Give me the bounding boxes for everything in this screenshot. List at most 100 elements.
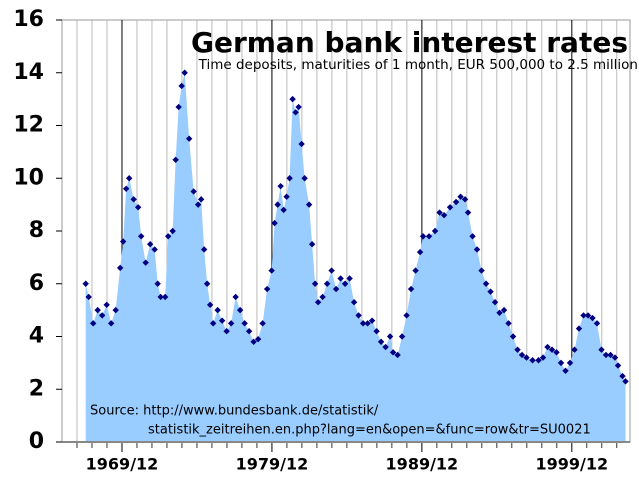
data-point: [154, 280, 161, 287]
data-point: [548, 346, 556, 353]
source-line: Source: http://www.bundesbank.de/statist…: [90, 404, 379, 419]
data-point: [197, 196, 205, 203]
area: [85, 72, 626, 442]
data-point: [232, 293, 239, 301]
data-point: [286, 175, 293, 182]
data-point: [487, 288, 494, 295]
y-tick-label: 10: [13, 165, 44, 190]
data-point: [580, 312, 587, 319]
data-point: [298, 140, 305, 148]
data-point: [185, 135, 193, 142]
data-point: [419, 233, 427, 240]
data-point: [245, 328, 253, 335]
data-point: [319, 293, 326, 301]
data-point: [103, 301, 110, 309]
data-point: [373, 328, 380, 335]
data-point: [341, 280, 349, 287]
y-tick-label: 14: [13, 60, 44, 85]
data-point: [607, 351, 614, 359]
data-point: [364, 320, 371, 327]
data-point: [218, 317, 226, 324]
data-point: [236, 306, 244, 314]
data-point: [223, 328, 230, 335]
data-point: [268, 267, 275, 274]
data-point: [518, 351, 526, 359]
data-point: [301, 175, 308, 182]
data-point: [175, 103, 182, 111]
data-point: [571, 346, 578, 353]
data-point: [227, 320, 235, 327]
data-point: [566, 359, 574, 367]
data-point: [473, 246, 481, 253]
data-point: [457, 193, 464, 200]
data-point: [146, 240, 154, 248]
data-point: [389, 349, 397, 356]
data-point: [350, 299, 358, 306]
data-point: [314, 299, 322, 306]
y-tick-label: 0: [29, 429, 44, 454]
data-point: [203, 280, 211, 287]
data-point: [151, 246, 158, 253]
data-point: [535, 357, 542, 364]
data-point: [161, 293, 169, 301]
x-tick-label: 1979/12: [236, 455, 309, 474]
data-point: [142, 259, 149, 266]
data-point: [181, 69, 188, 76]
x-tick-label: 1969/12: [86, 455, 159, 474]
data-point: [593, 320, 601, 327]
data-point: [446, 204, 454, 211]
data-point: [553, 349, 560, 356]
data-point: [295, 103, 302, 111]
data-point: [311, 280, 319, 287]
data-point: [332, 285, 340, 293]
data-point: [116, 264, 124, 272]
data-point: [544, 343, 551, 351]
data-point: [250, 338, 257, 345]
data-point: [509, 333, 517, 340]
plot: [62, 69, 630, 443]
data-point: [575, 325, 583, 332]
data-point: [206, 301, 214, 309]
data-point: [491, 299, 499, 306]
data-point: [172, 156, 179, 163]
data-point: [496, 309, 503, 316]
data-point: [584, 312, 592, 319]
data-point: [557, 359, 565, 367]
data-point: [194, 201, 202, 208]
data-point: [529, 357, 536, 364]
data-point: [337, 275, 344, 282]
x-tick-label: 1999/12: [536, 455, 609, 474]
data-point: [431, 227, 439, 235]
data-point: [274, 201, 281, 208]
data-point: [478, 267, 485, 274]
data-point: [289, 95, 296, 103]
y-tick-label: 8: [29, 218, 44, 243]
data-point: [94, 306, 101, 314]
data-point: [368, 317, 376, 324]
data-point: [271, 219, 278, 227]
data-point: [85, 293, 92, 301]
data-point: [157, 293, 164, 301]
data-point: [178, 82, 185, 90]
data-point: [382, 343, 389, 351]
data-point: [425, 233, 433, 240]
y-tick-label: 12: [13, 113, 44, 138]
data-point: [263, 285, 271, 293]
data-point: [190, 188, 197, 195]
chart-subtitle: Time deposits, maturities of 1 month, EU…: [198, 57, 638, 73]
data-point: [619, 372, 626, 380]
data-point: [280, 206, 287, 214]
data-point: [602, 351, 610, 359]
source-line: statistik_zeitreihen.en.php?lang=en&open…: [148, 423, 591, 438]
data-point: [452, 198, 460, 206]
data-point: [469, 233, 476, 240]
data-point: [130, 196, 137, 203]
data-point: [112, 306, 119, 314]
data-point: [122, 185, 130, 192]
data-point: [254, 335, 262, 343]
data-point: [200, 246, 208, 253]
data-point: [482, 280, 490, 287]
data-point: [209, 320, 217, 327]
